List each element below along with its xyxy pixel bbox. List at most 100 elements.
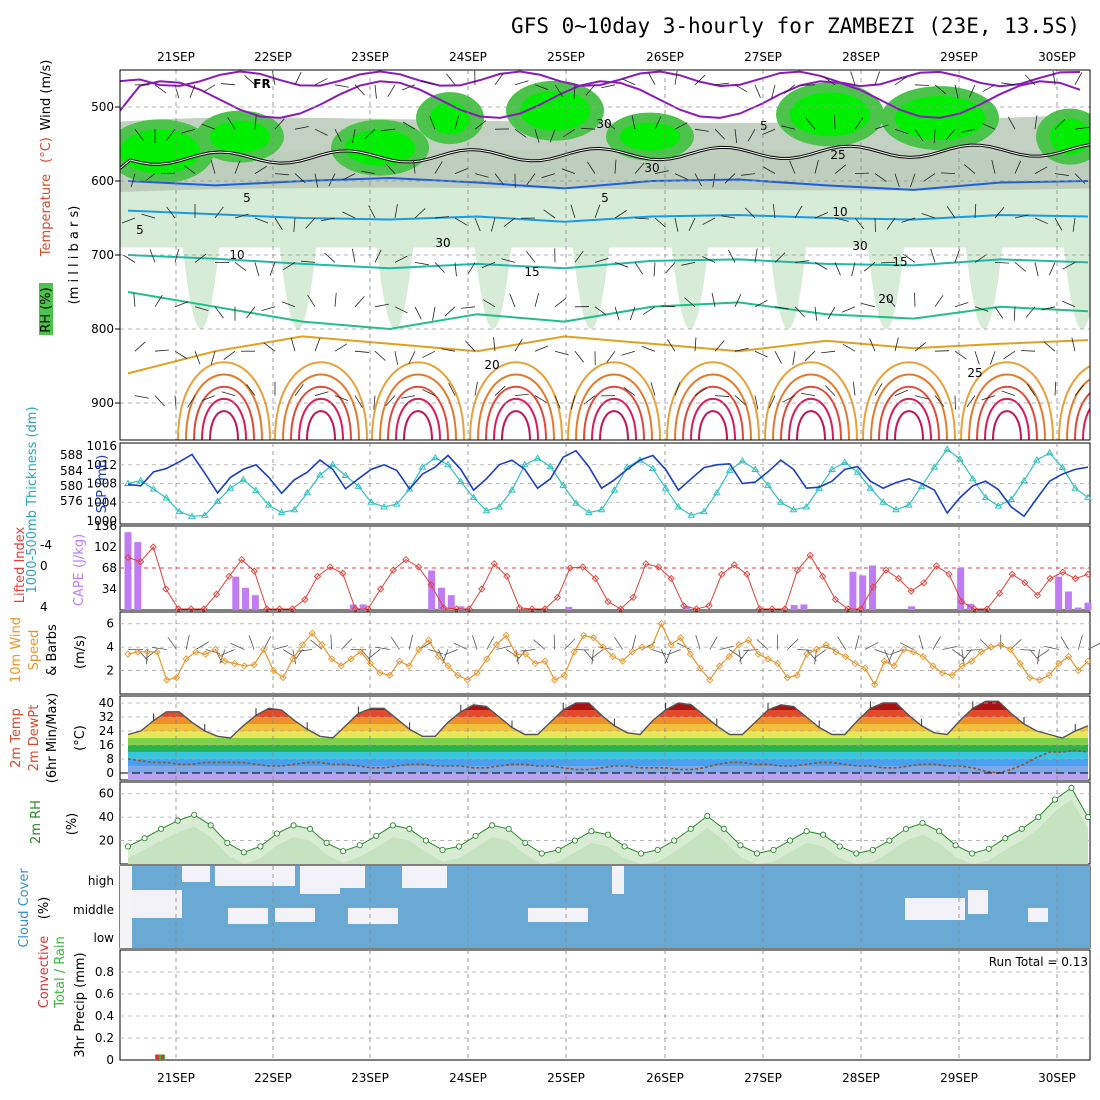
upper-wind-barb: [783, 84, 796, 94]
upper-wind-barb: [990, 351, 996, 365]
thickness-point: [149, 485, 158, 492]
upper-wind-barb: [210, 351, 216, 365]
rh-area-dark: [128, 799, 1088, 864]
upper-wind-barb: [1025, 306, 1036, 318]
wind-point: [958, 662, 966, 670]
rh-point: [240, 849, 247, 856]
upper-wind-barb: [694, 128, 709, 132]
upper-wind-barb: [394, 351, 399, 366]
wind-point: [260, 645, 268, 654]
wind-point: [822, 641, 830, 649]
warm-loop-4-3: [591, 398, 637, 440]
rh-point: [1002, 835, 1009, 842]
upper-wind-barb: [805, 118, 816, 130]
upper-wind-barb: [361, 170, 376, 174]
wind-point: [502, 631, 510, 640]
upper-wind-barb: [234, 262, 247, 272]
wind-point: [231, 659, 239, 668]
rh-point: [704, 812, 711, 820]
cloud-clear-13: [1028, 908, 1048, 922]
upper-wind-barb: [394, 255, 408, 263]
thickness-point: [559, 481, 568, 488]
upper-wind-barb: [221, 83, 236, 86]
rh-panel: 60 40 20 2m RH (%): [29, 781, 1092, 865]
upper-wind-barb: [734, 84, 748, 93]
precip-total-label: Total / Rain: [53, 936, 68, 1009]
li-point: [250, 567, 258, 575]
wind-point: [134, 648, 142, 656]
upper-wind-barb: [402, 121, 416, 130]
thickness-point: [892, 505, 900, 513]
upper-wind-barb: [354, 395, 363, 408]
thickness-point: [712, 488, 721, 496]
temp-band-3: [128, 752, 1088, 759]
wind-point: [890, 662, 898, 670]
wind-point: [1055, 659, 1063, 668]
li-point: [743, 570, 751, 578]
upper-wind-barb: [422, 350, 436, 358]
wind-barb: [516, 649, 526, 662]
warm-loop-5-0: [666, 361, 760, 440]
date-top-30SEP: 30SEP: [1038, 50, 1076, 64]
upper-wind-barb: [614, 159, 617, 174]
upper-wind-barb: [554, 395, 561, 409]
upper-wind-barb: [254, 165, 268, 174]
upper-wind-barb: [314, 78, 328, 86]
temp-tick-0: 0: [106, 766, 114, 780]
upper-wind-barb: [734, 129, 738, 144]
wind-point: [289, 655, 297, 663]
rh-blob-bright-2: [345, 129, 415, 166]
upper-wind-barb: [254, 115, 257, 130]
thickness-point: [124, 479, 132, 486]
wind-barb: [230, 643, 245, 650]
upper-wind-barb: [801, 393, 816, 396]
upper-wind-barb: [1074, 173, 1086, 184]
wind-tick-4: 4: [106, 640, 114, 654]
rh-point: [886, 837, 893, 844]
upper-wind-barb: [614, 210, 627, 219]
thickness-point: [968, 474, 977, 482]
wind-barb: [185, 634, 190, 650]
upper-wind-barb: [174, 301, 189, 308]
li-point: [642, 560, 650, 568]
wind-barb: [390, 636, 400, 650]
thickness-point: [418, 463, 427, 470]
wind-barb: [533, 639, 546, 650]
upper-wind-barb: [210, 160, 216, 174]
thickness-point: [674, 502, 683, 510]
wind-barb: [918, 634, 924, 650]
cape-bar: [447, 595, 455, 610]
thickness-point: [866, 484, 875, 491]
upper-wind-barb: [614, 306, 620, 321]
wind-point: [1035, 676, 1044, 684]
wind-barb: [330, 634, 333, 650]
wind-point: [521, 650, 530, 658]
li-point: [376, 585, 385, 593]
thickness-point: [981, 493, 990, 501]
li-point: [1059, 568, 1067, 576]
warm-loop-8-3: [984, 398, 1030, 440]
upper-wind-barb: [930, 248, 936, 263]
rh-plume-4: [569, 210, 613, 329]
upper-wind-barb: [314, 337, 321, 352]
thickness-point: [648, 464, 657, 471]
upper-wind-barb: [314, 128, 328, 136]
li-point: [995, 589, 1004, 597]
chart-title: GFS 0~10day 3-hourly for ZAMBEZI (23E, 1…: [511, 14, 1080, 38]
temperature-axis-label: Temperature: [39, 174, 54, 257]
isotherm-5: [127, 176, 1089, 191]
upper-wind-barb: [968, 84, 976, 98]
date-bottom-21SEP: 21SEP: [157, 1071, 195, 1085]
cloud-tick-low: low: [94, 931, 115, 945]
wind-barb: [631, 634, 637, 650]
wind-axis-label-1: 10m Wind: [9, 617, 24, 683]
cape-bar: [790, 605, 798, 610]
rh-point: [257, 843, 264, 850]
wind-point: [269, 666, 278, 675]
upper-wind-barb: [694, 74, 706, 86]
temp-band-0: [128, 773, 1088, 780]
warm-loop-7-4: [894, 410, 924, 440]
wind-point: [318, 641, 326, 649]
temp-band-2: [128, 759, 1088, 766]
wind-barb: [787, 638, 799, 650]
